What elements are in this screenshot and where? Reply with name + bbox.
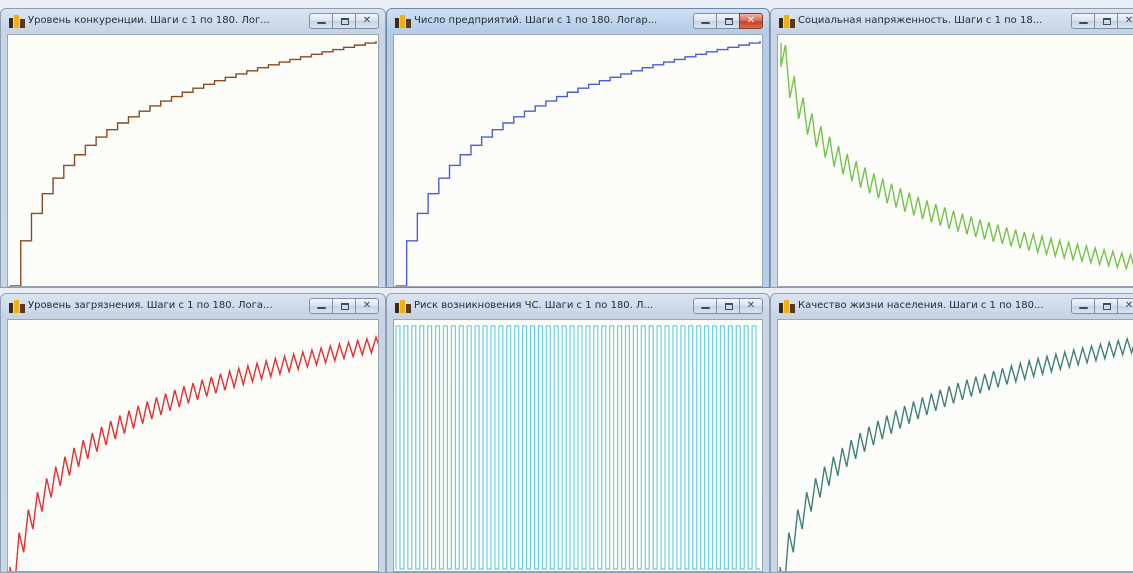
maximize-button[interactable] xyxy=(332,298,356,314)
chart-enterprises xyxy=(395,40,761,286)
window-title: Риск возникновения ЧС. Шаги с 1 по 180. … xyxy=(414,300,654,311)
maximize-button[interactable] xyxy=(1094,13,1118,29)
window-social-tension[interactable]: Социальная напряженность. Шаги с 1 по 18… xyxy=(770,8,1133,288)
close-button[interactable]: ✕ xyxy=(739,298,763,314)
chart-plot-area xyxy=(393,34,763,287)
chart-plot-area xyxy=(7,34,379,287)
app-icon xyxy=(9,300,25,313)
maximize-icon xyxy=(341,303,349,310)
window-title: Уровень загрязнения. Шаги с 1 по 180. Ло… xyxy=(28,300,273,311)
maximize-icon xyxy=(1103,18,1111,25)
chart-social-tension xyxy=(780,42,1133,272)
minimize-button[interactable] xyxy=(1071,298,1095,314)
chart-quality-of-life xyxy=(779,336,1133,571)
title-bar[interactable]: Число предприятий. Шаги с 1 по 180. Лога… xyxy=(387,9,769,33)
series-line xyxy=(780,42,1133,272)
title-bar[interactable]: Социальная напряженность. Шаги с 1 по 18… xyxy=(771,9,1133,33)
close-button[interactable]: ✕ xyxy=(355,298,379,314)
window-title: Социальная напряженность. Шаги с 1 по 18… xyxy=(798,15,1043,26)
maximize-button[interactable] xyxy=(716,298,740,314)
window-title: Число предприятий. Шаги с 1 по 180. Лога… xyxy=(414,15,658,26)
maximize-icon xyxy=(725,18,733,25)
minimize-button[interactable] xyxy=(309,13,333,29)
minimize-icon xyxy=(701,307,710,309)
window-pollution[interactable]: Уровень загрязнения. Шаги с 1 по 180. Ло… xyxy=(0,293,386,573)
maximize-button[interactable] xyxy=(1094,298,1118,314)
series-line xyxy=(9,40,377,286)
close-icon: ✕ xyxy=(1124,300,1133,311)
title-bar[interactable]: Качество жизни населения. Шаги с 1 по 18… xyxy=(771,294,1133,318)
close-icon: ✕ xyxy=(362,15,372,26)
maximize-icon xyxy=(341,18,349,25)
window-title: Качество жизни населения. Шаги с 1 по 18… xyxy=(798,300,1043,311)
close-button[interactable]: ✕ xyxy=(1117,298,1133,314)
maximize-icon xyxy=(1103,303,1111,310)
chart-plot-area xyxy=(777,34,1133,287)
close-icon: ✕ xyxy=(1124,15,1133,26)
maximize-icon xyxy=(725,303,733,310)
window-enterprises[interactable]: Число предприятий. Шаги с 1 по 180. Лога… xyxy=(386,8,770,288)
app-icon xyxy=(395,300,411,313)
window-quality-of-life[interactable]: Качество жизни населения. Шаги с 1 по 18… xyxy=(770,293,1133,573)
title-bar[interactable]: Риск возникновения ЧС. Шаги с 1 по 180. … xyxy=(387,294,769,318)
minimize-button[interactable] xyxy=(1071,13,1095,29)
window-emergency-risk[interactable]: Риск возникновения ЧС. Шаги с 1 по 180. … xyxy=(386,293,770,573)
minimize-button[interactable] xyxy=(693,13,717,29)
title-bar[interactable]: Уровень конкуренции. Шаги с 1 по 180. Ло… xyxy=(1,9,385,33)
chart-plot-area xyxy=(7,319,379,572)
minimize-icon xyxy=(317,22,326,24)
minimize-icon xyxy=(701,22,710,24)
minimize-icon xyxy=(1079,22,1088,24)
chart-competition xyxy=(9,40,377,286)
app-icon xyxy=(395,15,411,28)
close-button[interactable]: ✕ xyxy=(355,13,379,29)
series-line xyxy=(395,325,761,570)
close-icon: ✕ xyxy=(746,300,756,311)
app-icon xyxy=(779,300,795,313)
chart-emergency-risk xyxy=(395,325,761,570)
series-line xyxy=(9,334,378,571)
app-icon xyxy=(779,15,795,28)
chart-pollution xyxy=(9,334,378,571)
chart-plot-area xyxy=(393,319,763,572)
minimize-button[interactable] xyxy=(693,298,717,314)
maximize-button[interactable] xyxy=(716,13,740,29)
maximize-button[interactable] xyxy=(332,13,356,29)
series-line xyxy=(395,40,761,286)
close-button[interactable]: ✕ xyxy=(739,13,763,29)
minimize-icon xyxy=(1079,307,1088,309)
chart-plot-area xyxy=(777,319,1133,572)
window-competition[interactable]: Уровень конкуренции. Шаги с 1 по 180. Ло… xyxy=(0,8,386,288)
close-button[interactable]: ✕ xyxy=(1117,13,1133,29)
minimize-button[interactable] xyxy=(309,298,333,314)
series-line xyxy=(779,336,1133,571)
title-bar[interactable]: Уровень загрязнения. Шаги с 1 по 180. Ло… xyxy=(1,294,385,318)
close-icon: ✕ xyxy=(362,300,372,311)
app-icon xyxy=(9,15,25,28)
close-icon: ✕ xyxy=(746,15,756,26)
minimize-icon xyxy=(317,307,326,309)
window-title: Уровень конкуренции. Шаги с 1 по 180. Ло… xyxy=(28,15,270,26)
